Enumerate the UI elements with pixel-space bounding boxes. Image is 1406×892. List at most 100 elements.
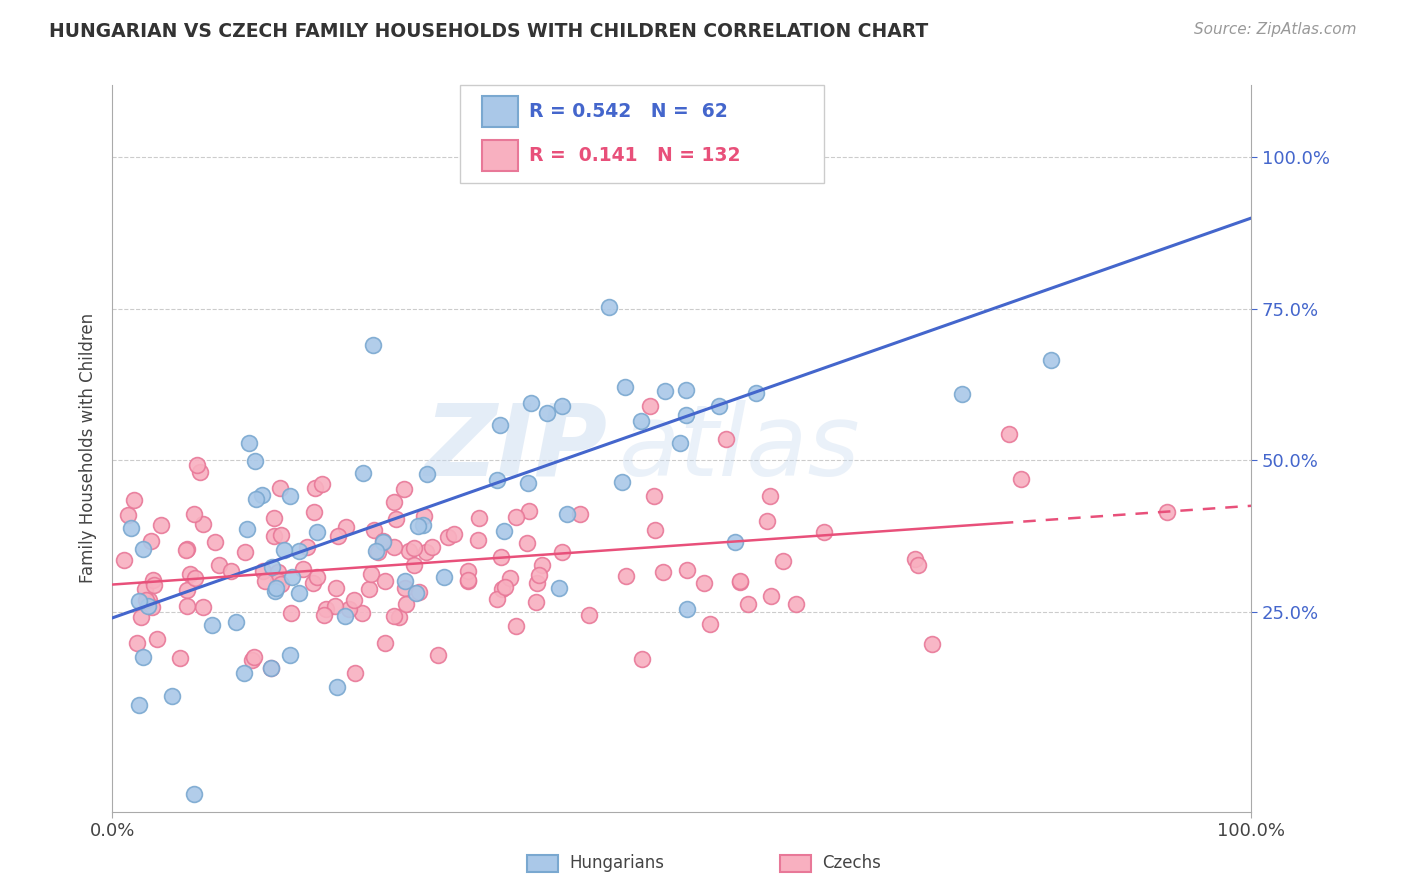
Point xyxy=(328,529,350,543)
Point xyxy=(136,599,159,614)
Point xyxy=(551,544,574,558)
Point xyxy=(125,636,148,650)
Point xyxy=(505,618,527,632)
Point xyxy=(494,580,516,594)
Point xyxy=(363,524,385,538)
Point xyxy=(457,564,479,578)
Text: Hungarians: Hungarians xyxy=(569,855,665,872)
Point xyxy=(408,585,430,599)
Point xyxy=(371,534,394,549)
Point xyxy=(761,589,783,603)
Point xyxy=(323,599,346,614)
Point xyxy=(675,384,697,398)
Point xyxy=(644,524,666,538)
Point xyxy=(128,593,150,607)
Text: ZIP: ZIP xyxy=(425,400,607,497)
Point xyxy=(117,508,139,522)
Point xyxy=(337,602,360,616)
Point xyxy=(304,482,326,496)
Point xyxy=(630,414,652,428)
Point xyxy=(132,649,155,664)
Point xyxy=(1040,352,1063,367)
Point xyxy=(333,609,356,624)
Point xyxy=(176,599,198,614)
Point xyxy=(260,661,283,675)
Point xyxy=(406,519,429,533)
Point xyxy=(243,650,266,665)
Point xyxy=(160,689,183,703)
Point xyxy=(252,564,274,578)
Point xyxy=(142,573,165,587)
Point xyxy=(643,490,665,504)
Point xyxy=(505,510,527,524)
Point xyxy=(136,599,159,613)
Point xyxy=(315,602,337,616)
Point xyxy=(550,399,572,413)
Point xyxy=(201,618,224,632)
Point xyxy=(145,632,167,646)
Point xyxy=(1156,505,1178,519)
Point xyxy=(139,533,162,548)
Point xyxy=(724,534,747,549)
Point xyxy=(759,489,782,503)
Point xyxy=(998,427,1021,442)
Point xyxy=(427,648,450,663)
Point xyxy=(273,543,295,558)
Point xyxy=(302,576,325,591)
Text: Czechs: Czechs xyxy=(823,855,882,872)
Point xyxy=(693,576,716,591)
Point xyxy=(179,566,201,581)
Point xyxy=(707,399,730,413)
Point xyxy=(240,653,263,667)
Point xyxy=(745,385,768,400)
Point xyxy=(245,491,267,506)
Point xyxy=(394,581,416,595)
Point xyxy=(728,574,751,588)
Point xyxy=(548,581,571,595)
Point xyxy=(437,530,460,544)
Point xyxy=(219,564,242,578)
Point xyxy=(267,565,290,579)
Point xyxy=(494,524,516,538)
Point xyxy=(135,592,157,607)
Point xyxy=(281,570,304,584)
Y-axis label: Family Households with Children: Family Households with Children xyxy=(79,313,97,583)
Point xyxy=(530,558,553,572)
Point xyxy=(486,592,509,607)
Point xyxy=(610,475,633,489)
Point xyxy=(402,558,425,572)
Point xyxy=(392,482,415,496)
Point xyxy=(468,511,491,525)
Point xyxy=(1010,472,1032,486)
Point xyxy=(176,582,198,597)
Point xyxy=(443,527,465,541)
Point xyxy=(112,552,135,566)
Point xyxy=(651,565,673,579)
Point xyxy=(149,518,172,533)
Point xyxy=(270,528,292,542)
Point xyxy=(288,586,311,600)
Point xyxy=(352,466,374,480)
Point xyxy=(307,570,329,584)
Point xyxy=(364,544,387,558)
Point xyxy=(138,593,160,607)
Point xyxy=(263,511,285,525)
Point xyxy=(260,559,283,574)
Point xyxy=(312,607,335,622)
Point xyxy=(404,541,426,555)
Point xyxy=(488,418,510,433)
Point xyxy=(388,610,411,624)
Point xyxy=(326,680,349,694)
Point xyxy=(921,637,943,651)
Point xyxy=(756,514,779,528)
Point xyxy=(529,568,551,582)
Point xyxy=(343,592,366,607)
Point xyxy=(360,567,382,582)
Point xyxy=(280,606,302,620)
Point xyxy=(292,561,315,575)
Point xyxy=(382,541,405,555)
Point xyxy=(904,551,927,566)
Point xyxy=(598,300,620,314)
Point xyxy=(950,387,973,401)
Point xyxy=(772,553,794,567)
